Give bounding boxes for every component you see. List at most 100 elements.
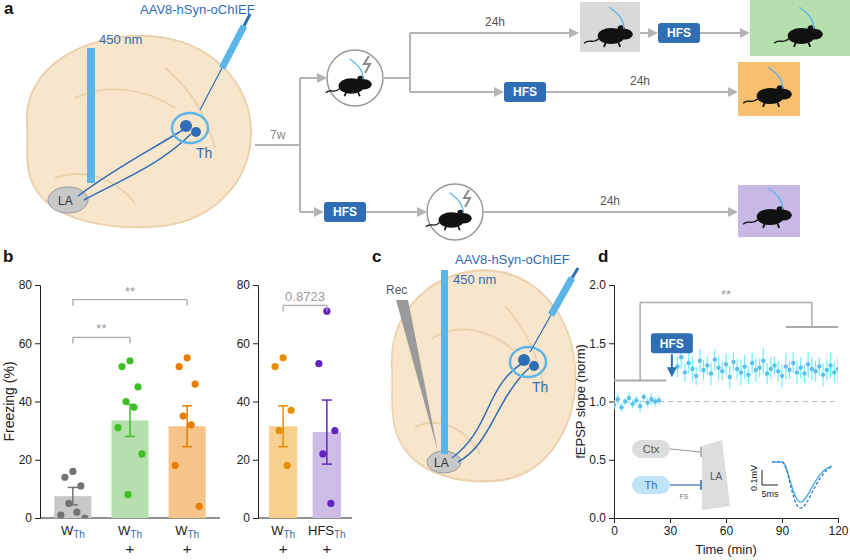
error-cap xyxy=(125,436,135,438)
data-point xyxy=(713,357,717,361)
data-point xyxy=(134,383,141,390)
optic-fiber xyxy=(450,193,464,213)
mouse-icon xyxy=(743,67,792,107)
data-point xyxy=(821,373,825,377)
tick: 80 xyxy=(19,278,40,292)
y-axis-line xyxy=(253,286,259,519)
optic-fiber xyxy=(441,270,448,454)
data-point xyxy=(65,500,72,507)
y-axis: 020406080 xyxy=(19,278,41,525)
category-label: WTh xyxy=(118,523,142,540)
data-point xyxy=(188,421,195,428)
tick-mark xyxy=(253,460,258,461)
category-main: W xyxy=(175,523,188,538)
tick: 120 xyxy=(828,518,848,538)
mouse-tail xyxy=(743,220,757,225)
data-point xyxy=(705,363,709,367)
flow-arrow xyxy=(410,91,502,93)
flow-arrow xyxy=(366,211,425,213)
category-label: WTh xyxy=(175,523,199,540)
inset-label: FS xyxy=(680,493,689,500)
category-sub: Th xyxy=(187,529,199,540)
tick-mark xyxy=(726,518,727,523)
mouse-leg xyxy=(358,92,360,96)
panel-label: d xyxy=(598,247,608,266)
category-sub: Th xyxy=(73,529,85,540)
tick-label: 20 xyxy=(19,453,33,467)
comparison-bracket xyxy=(72,300,73,306)
y-axis: 0.00.51.01.52.0 xyxy=(589,278,614,525)
data-point xyxy=(716,366,720,370)
syringe-needle xyxy=(200,68,222,110)
tick-mark xyxy=(609,285,614,286)
tick-label: 0 xyxy=(243,511,250,525)
tick-label: 20 xyxy=(237,453,251,467)
tick-label: 0 xyxy=(25,511,32,525)
category-main: W xyxy=(118,523,131,538)
category-label: WTh xyxy=(271,523,295,540)
annotation-box xyxy=(651,333,693,353)
tick: 0.5 xyxy=(589,453,614,467)
mouse-tail xyxy=(774,39,788,44)
tick-label: 0 xyxy=(611,524,618,538)
y-axis-line xyxy=(609,286,615,519)
flow-line xyxy=(299,78,301,212)
data-point xyxy=(619,405,623,409)
data-point xyxy=(731,360,735,364)
x-axis-line xyxy=(615,519,839,524)
axon xyxy=(458,368,529,462)
interval-label: 24h xyxy=(485,15,505,29)
region-label: Th xyxy=(532,379,548,395)
tick: 40 xyxy=(237,395,258,409)
mouse-leg xyxy=(777,223,779,228)
data-point xyxy=(769,367,773,371)
category-main: HFS xyxy=(308,523,334,538)
tick-label: 80 xyxy=(19,278,33,292)
axis-title: Time (min) xyxy=(695,542,757,557)
interval-label: 24h xyxy=(600,194,620,208)
y-axis-line xyxy=(35,286,41,519)
data-point xyxy=(750,361,754,365)
comparison-bracket xyxy=(283,305,327,306)
mouse-icon xyxy=(743,188,792,228)
data-point xyxy=(742,364,746,368)
tick-label: 2.0 xyxy=(589,278,606,292)
brain-slice xyxy=(392,270,576,481)
data-point xyxy=(630,402,634,406)
data-point xyxy=(698,359,702,363)
data-point xyxy=(754,368,758,372)
mouse-leg xyxy=(345,92,347,96)
data-point xyxy=(720,369,724,373)
error-cap xyxy=(278,446,288,448)
data-point xyxy=(642,395,646,399)
brain-outline xyxy=(392,270,576,481)
region-label: LA xyxy=(58,194,73,208)
data-point xyxy=(765,371,769,375)
tick: 20 xyxy=(237,453,258,467)
inset-connection xyxy=(670,484,701,485)
data-point xyxy=(272,363,279,370)
data-point xyxy=(73,509,80,516)
panel-label: a xyxy=(4,0,14,18)
data-point xyxy=(634,398,638,402)
virus-label: AAV8-hSyn-oChIEF xyxy=(455,252,570,267)
data-point xyxy=(825,368,829,372)
data-point xyxy=(327,500,334,507)
conditioning-circle xyxy=(427,184,483,240)
data-point xyxy=(176,363,183,370)
optic-fiber xyxy=(350,59,364,79)
tick-mark xyxy=(614,518,615,523)
data-point xyxy=(653,399,657,403)
scale-label: 0.1mV xyxy=(749,465,759,491)
inset-node xyxy=(632,440,670,458)
data-point xyxy=(130,404,137,411)
data-point xyxy=(77,482,84,489)
mouse-leg xyxy=(777,102,779,107)
mouse-leg xyxy=(794,42,796,47)
data-point xyxy=(192,380,199,387)
mouse-leg xyxy=(445,226,447,230)
shock-icon xyxy=(464,190,470,207)
condition-label: + xyxy=(279,540,288,557)
data-point xyxy=(627,396,631,400)
inset-node xyxy=(632,476,670,494)
